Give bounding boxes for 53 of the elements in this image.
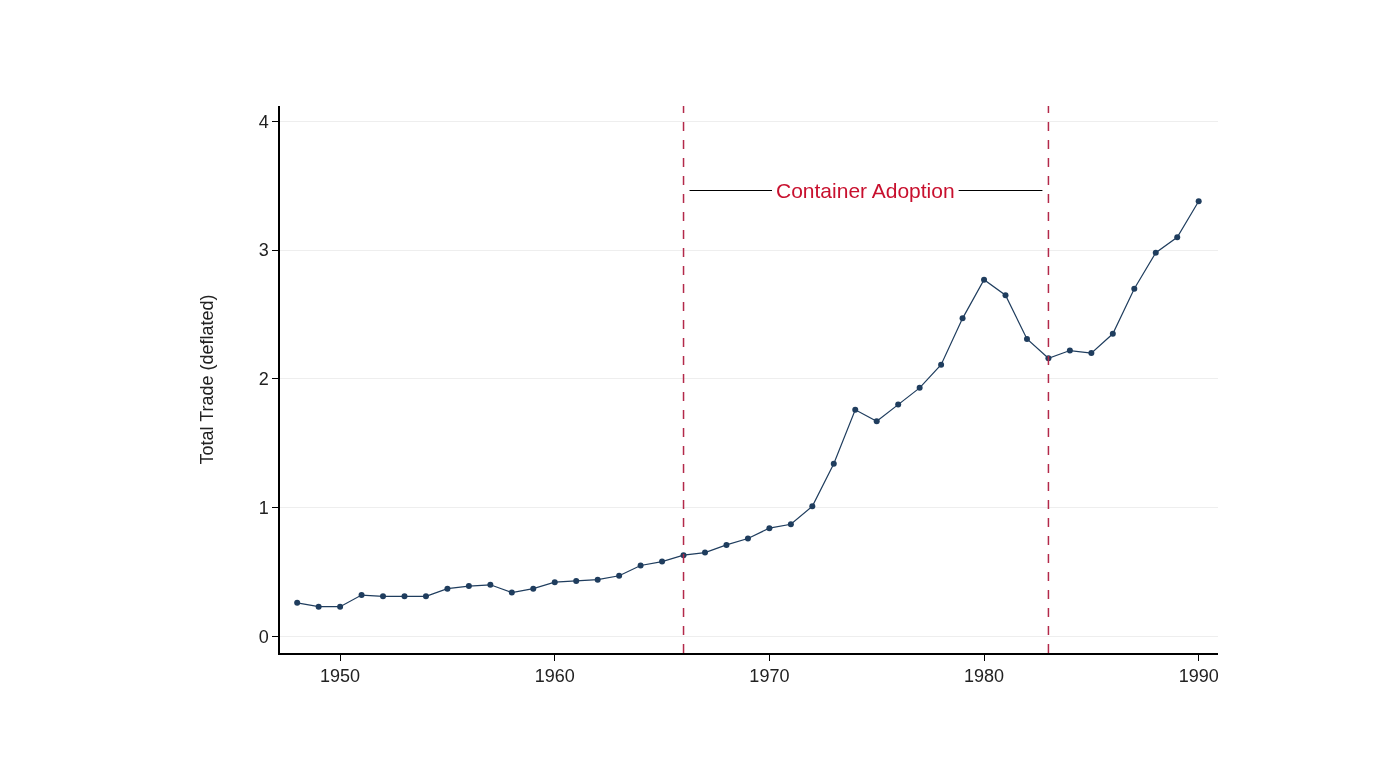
point — [380, 593, 387, 600]
point — [465, 583, 472, 590]
y-axis-title: Total Trade (deflated) — [197, 294, 218, 465]
point — [959, 315, 966, 322]
point — [573, 577, 580, 584]
point — [1109, 330, 1116, 337]
point — [1002, 292, 1009, 299]
y-tick-label: 2 — [258, 369, 269, 390]
point — [766, 525, 773, 532]
x-tick-label: 1980 — [964, 666, 1005, 687]
y-tick-label: 3 — [258, 240, 269, 261]
point — [337, 603, 344, 610]
x-tick-label: 1950 — [320, 666, 361, 687]
point — [830, 460, 837, 467]
point — [594, 576, 601, 583]
point — [508, 589, 515, 596]
point — [616, 572, 623, 579]
x-tick-label: 1960 — [534, 666, 575, 687]
y-tick-label: 4 — [258, 111, 269, 132]
point — [1066, 347, 1073, 354]
point — [358, 592, 365, 599]
x-tick-label: 1970 — [749, 666, 790, 687]
x-tick-label: 1990 — [1178, 666, 1219, 687]
y-tick-label: 1 — [258, 497, 269, 518]
point — [315, 603, 322, 610]
point — [530, 585, 537, 592]
point — [1195, 198, 1202, 205]
point — [659, 558, 666, 565]
point — [809, 503, 816, 510]
point — [981, 276, 988, 283]
point — [1023, 335, 1030, 342]
point — [916, 384, 923, 391]
y-tick-label: 0 — [258, 626, 269, 647]
point — [637, 562, 644, 569]
point — [487, 581, 494, 588]
point — [1088, 350, 1095, 357]
point — [444, 585, 451, 592]
point — [852, 406, 859, 413]
point — [422, 593, 429, 600]
point — [1174, 234, 1181, 241]
point — [702, 549, 708, 556]
point — [895, 401, 902, 408]
point — [551, 579, 558, 586]
annotation: Container Adoption — [776, 179, 955, 202]
point — [401, 593, 408, 600]
point — [787, 521, 794, 528]
point — [938, 361, 945, 368]
point — [723, 541, 730, 548]
point — [744, 535, 751, 542]
point — [1152, 249, 1159, 256]
point — [1131, 285, 1138, 292]
point — [294, 599, 301, 606]
point — [873, 418, 880, 425]
